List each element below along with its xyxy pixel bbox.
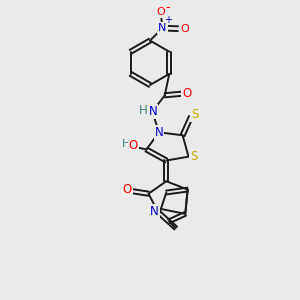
Text: O: O [129,140,138,152]
Text: N: N [148,105,157,118]
Text: N: N [150,205,159,218]
Text: O: O [122,183,132,196]
Text: O: O [157,8,165,17]
Text: O: O [180,24,189,34]
Text: O: O [182,87,192,100]
Text: -: - [165,1,170,14]
Text: S: S [191,108,198,121]
Text: H: H [122,140,130,149]
Text: N: N [154,126,163,139]
Text: +: + [164,15,172,25]
Text: H: H [139,103,147,117]
Text: N: N [158,23,166,33]
Text: S: S [190,150,198,163]
